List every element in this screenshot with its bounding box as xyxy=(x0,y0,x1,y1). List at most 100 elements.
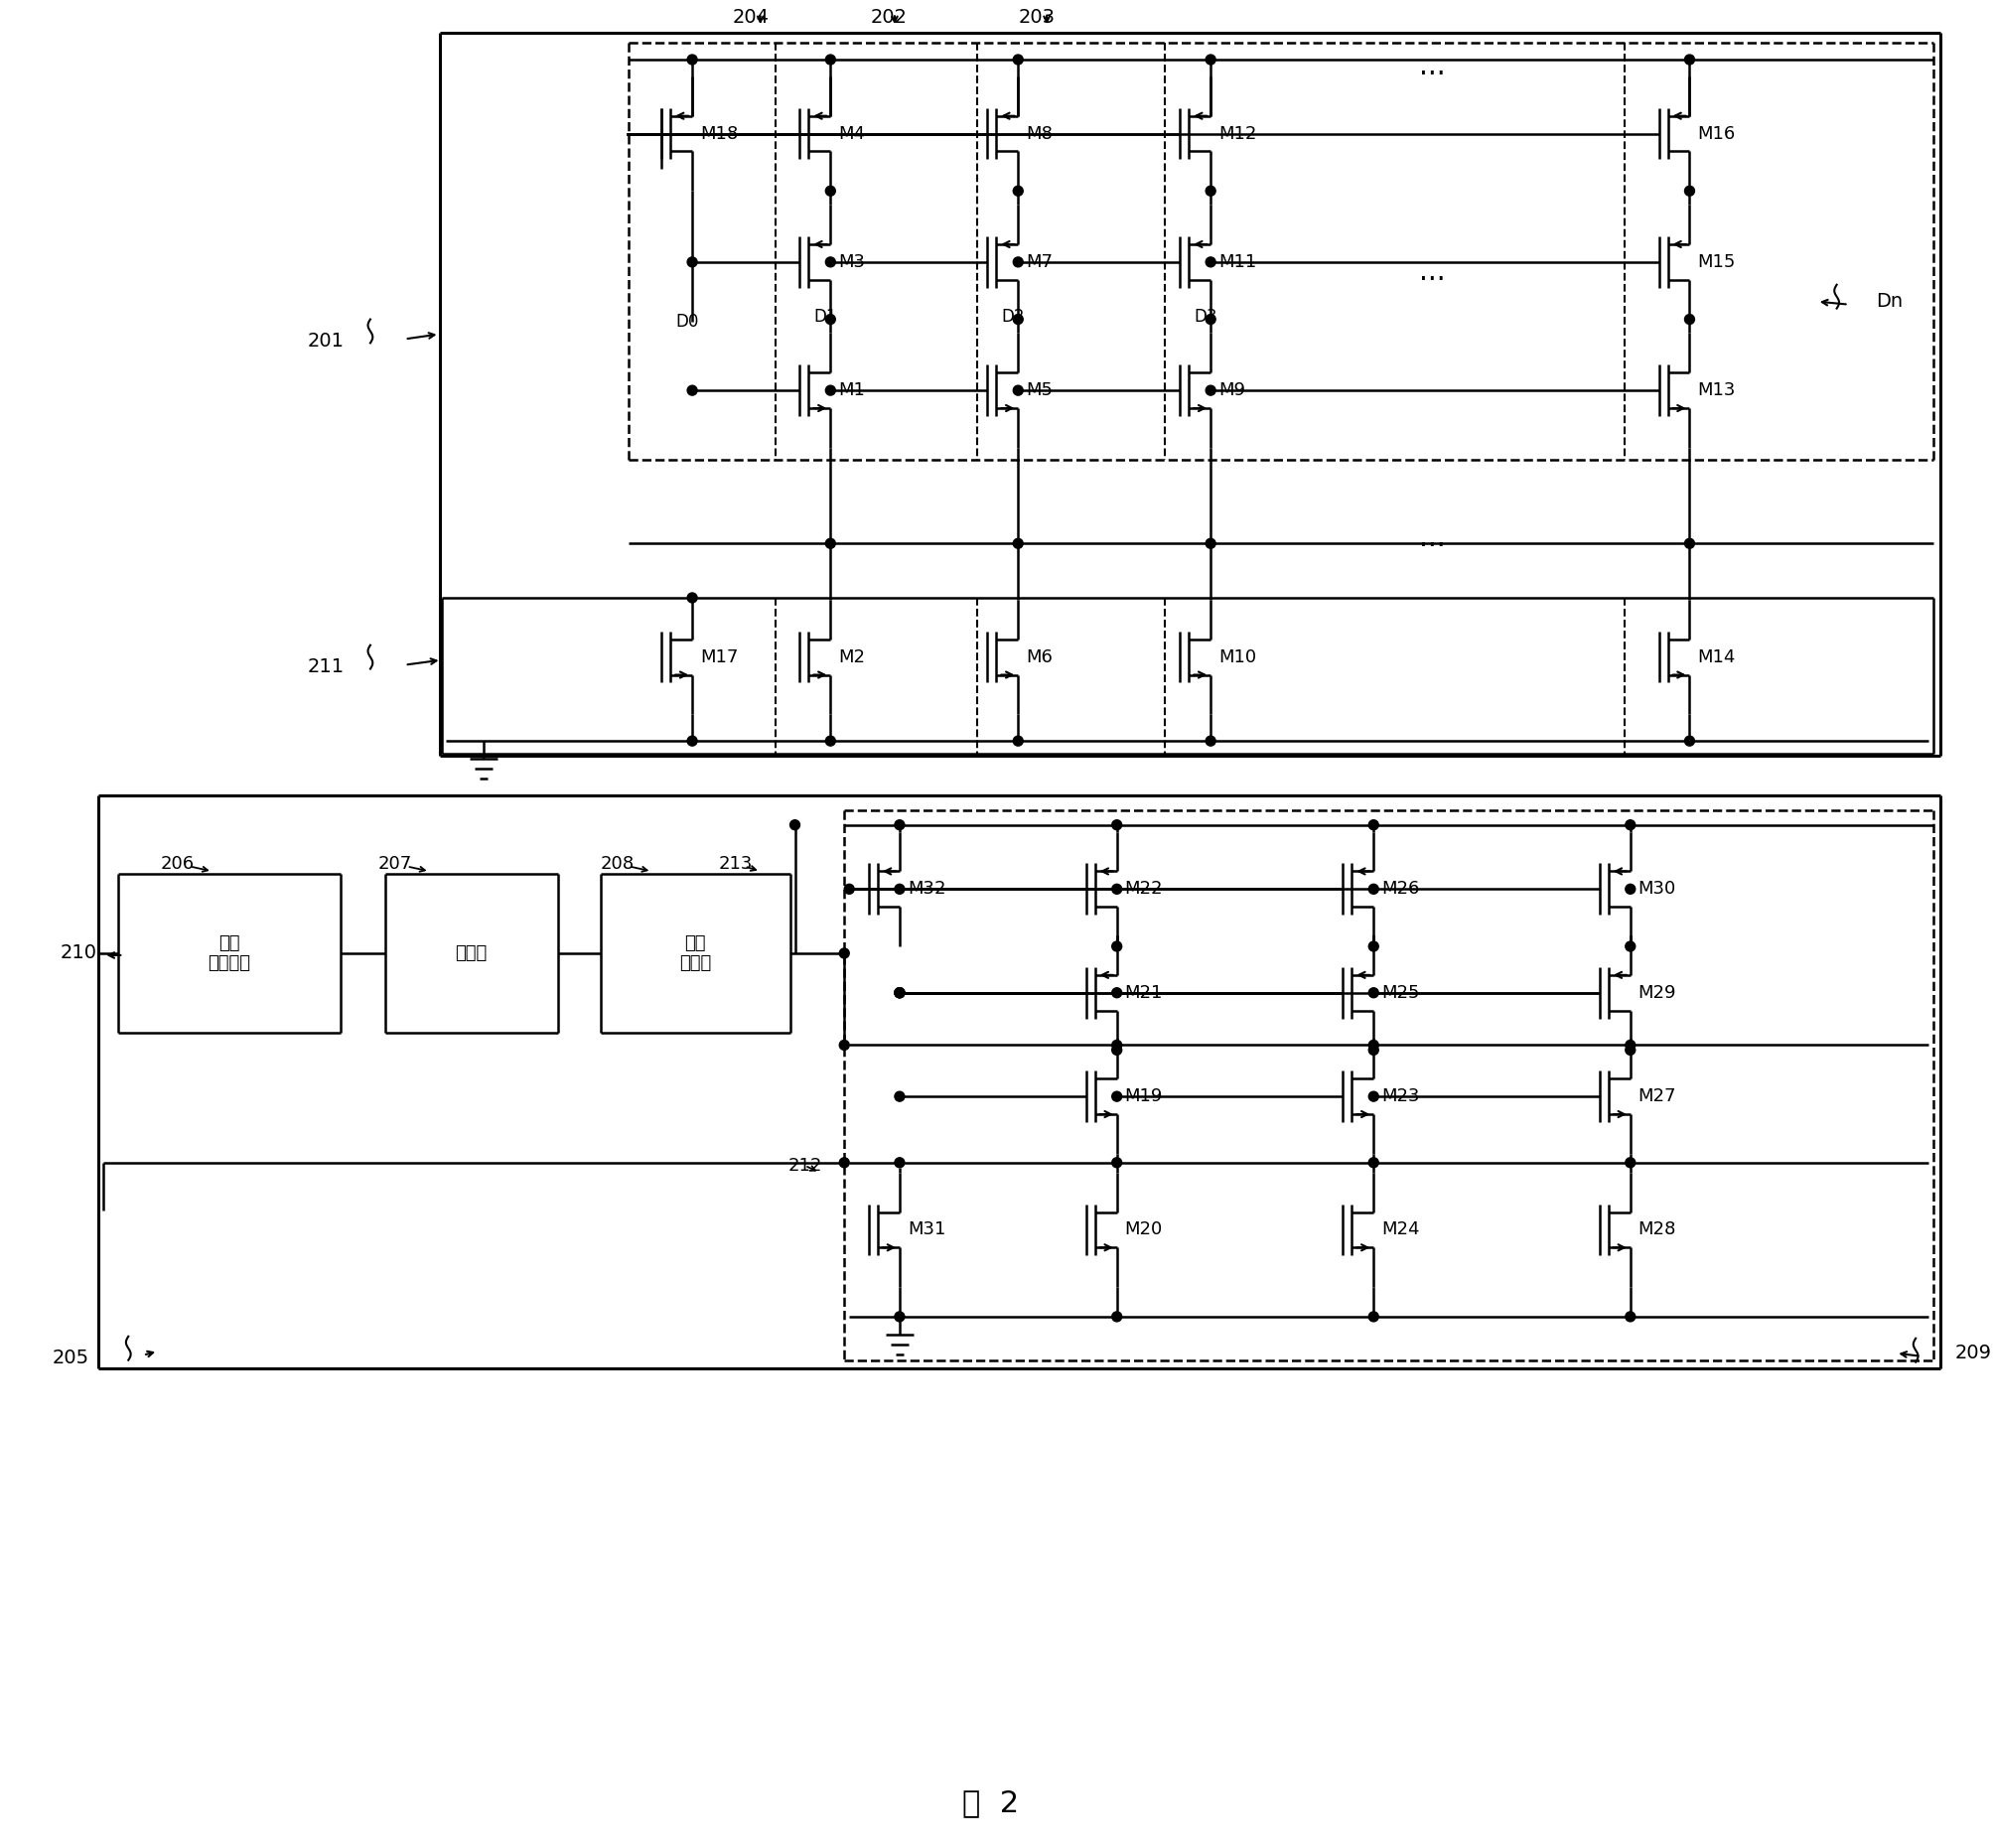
Text: M20: M20 xyxy=(1124,1222,1162,1238)
Circle shape xyxy=(895,1312,905,1321)
Text: 210: 210 xyxy=(60,944,98,963)
Text: M12: M12 xyxy=(1218,124,1258,142)
Text: M21: M21 xyxy=(1124,983,1162,1002)
Circle shape xyxy=(1112,821,1122,830)
Circle shape xyxy=(895,989,905,998)
Circle shape xyxy=(1684,314,1694,323)
Circle shape xyxy=(1369,883,1379,894)
Circle shape xyxy=(688,593,698,602)
Circle shape xyxy=(1206,55,1216,65)
Circle shape xyxy=(1206,386,1216,395)
Circle shape xyxy=(895,1092,905,1101)
Circle shape xyxy=(1206,736,1216,747)
Circle shape xyxy=(825,736,835,747)
Text: M14: M14 xyxy=(1698,649,1736,665)
Circle shape xyxy=(1369,941,1379,952)
Text: M4: M4 xyxy=(839,124,865,142)
Text: M19: M19 xyxy=(1124,1087,1162,1105)
Text: M25: M25 xyxy=(1381,983,1419,1002)
Circle shape xyxy=(1012,386,1022,395)
Text: M7: M7 xyxy=(1026,253,1052,272)
Circle shape xyxy=(895,989,905,998)
Text: D3: D3 xyxy=(1194,307,1218,325)
Circle shape xyxy=(1626,1157,1636,1168)
Circle shape xyxy=(1112,941,1122,952)
Circle shape xyxy=(825,257,835,266)
Circle shape xyxy=(1012,187,1022,196)
Text: M24: M24 xyxy=(1381,1222,1419,1238)
Circle shape xyxy=(839,1157,849,1168)
Circle shape xyxy=(1626,883,1636,894)
Text: M28: M28 xyxy=(1638,1222,1676,1238)
Circle shape xyxy=(1012,538,1022,549)
Circle shape xyxy=(1684,55,1694,65)
Circle shape xyxy=(688,736,698,747)
Text: M8: M8 xyxy=(1026,124,1052,142)
Text: M6: M6 xyxy=(1026,649,1052,665)
Text: D0: D0 xyxy=(676,312,700,331)
Text: M17: M17 xyxy=(700,649,737,665)
Text: 充电泵: 充电泵 xyxy=(454,944,486,963)
Circle shape xyxy=(1626,821,1636,830)
Circle shape xyxy=(895,821,905,830)
Circle shape xyxy=(1012,736,1022,747)
Text: M30: M30 xyxy=(1638,880,1676,898)
Circle shape xyxy=(895,1157,905,1168)
Circle shape xyxy=(839,1040,849,1050)
Text: 209: 209 xyxy=(1955,1343,1991,1362)
Circle shape xyxy=(1626,941,1636,952)
Circle shape xyxy=(895,883,905,894)
Text: ...: ... xyxy=(1419,52,1445,81)
Circle shape xyxy=(839,948,849,959)
Circle shape xyxy=(1012,55,1022,65)
Circle shape xyxy=(688,257,698,266)
Circle shape xyxy=(1206,314,1216,323)
Text: 相位
比较电路: 相位 比较电路 xyxy=(207,933,251,972)
Circle shape xyxy=(895,989,905,998)
Text: Dn: Dn xyxy=(1875,292,1903,310)
Text: M9: M9 xyxy=(1218,381,1246,399)
Circle shape xyxy=(688,55,698,65)
Text: M16: M16 xyxy=(1698,124,1736,142)
Circle shape xyxy=(895,989,905,998)
Circle shape xyxy=(789,821,799,830)
Text: 203: 203 xyxy=(1018,7,1054,26)
Circle shape xyxy=(825,314,835,323)
Circle shape xyxy=(1684,736,1694,747)
Text: 208: 208 xyxy=(600,856,634,874)
Circle shape xyxy=(1206,257,1216,266)
Circle shape xyxy=(1626,1312,1636,1321)
Text: M3: M3 xyxy=(839,253,865,272)
Text: M23: M23 xyxy=(1381,1087,1419,1105)
Circle shape xyxy=(1369,989,1379,998)
Circle shape xyxy=(1206,187,1216,196)
Text: M1: M1 xyxy=(839,381,865,399)
Text: D2: D2 xyxy=(1002,307,1024,325)
Circle shape xyxy=(1012,257,1022,266)
Circle shape xyxy=(825,187,835,196)
Text: 204: 204 xyxy=(731,7,769,26)
Text: 207: 207 xyxy=(379,856,413,874)
Circle shape xyxy=(1369,1040,1379,1050)
Text: M29: M29 xyxy=(1638,983,1676,1002)
Text: 212: 212 xyxy=(787,1157,821,1175)
Circle shape xyxy=(1369,1092,1379,1101)
Circle shape xyxy=(1369,821,1379,830)
Text: M18: M18 xyxy=(700,124,737,142)
Circle shape xyxy=(825,386,835,395)
Text: 206: 206 xyxy=(161,856,195,874)
Circle shape xyxy=(825,538,835,549)
Circle shape xyxy=(1012,314,1022,323)
Text: M26: M26 xyxy=(1381,880,1419,898)
Text: 图  2: 图 2 xyxy=(963,1789,1018,1817)
Circle shape xyxy=(1369,1046,1379,1055)
Text: 201: 201 xyxy=(307,331,345,351)
Circle shape xyxy=(845,883,855,894)
Text: M32: M32 xyxy=(907,880,947,898)
Circle shape xyxy=(825,55,835,65)
Text: 202: 202 xyxy=(871,7,907,26)
Text: M15: M15 xyxy=(1698,253,1736,272)
Circle shape xyxy=(1112,1040,1122,1050)
Text: M10: M10 xyxy=(1218,649,1256,665)
Circle shape xyxy=(1112,1046,1122,1055)
